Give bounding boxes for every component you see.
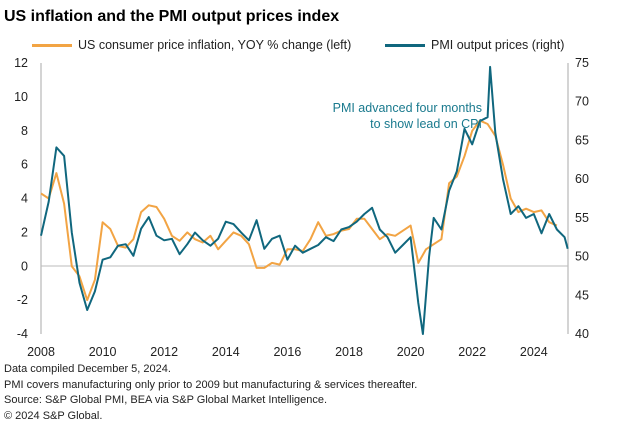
x-tick-label: 2008 — [27, 345, 55, 359]
y-right-tick-label: 60 — [575, 172, 589, 186]
y-left-tick-label: 6 — [21, 158, 28, 172]
annotation-line-2: to show lead on CPI — [370, 117, 482, 131]
y-right-tick-label: 70 — [575, 95, 589, 109]
legend-swatch-cpi — [32, 43, 72, 47]
x-tick-label: 2014 — [212, 345, 240, 359]
pmi-series-line — [40, 65, 569, 335]
y-right-tick-label: 50 — [575, 250, 589, 264]
footnotes: Data compiled December 5, 2024. PMI cove… — [4, 362, 417, 424]
y-left-tick-label: -2 — [17, 293, 28, 307]
legend-swatch-pmi — [385, 43, 425, 47]
x-tick-label: 2018 — [335, 345, 363, 359]
x-tick-label: 2024 — [520, 345, 548, 359]
x-tick-label: 2020 — [397, 345, 425, 359]
legend-label-cpi: US consumer price inflation, YOY % chang… — [78, 38, 352, 52]
x-tick-label: 2010 — [89, 345, 117, 359]
x-tick-label: 2012 — [150, 345, 178, 359]
y-right-tick-label: 45 — [575, 288, 589, 302]
y-left-tick-label: 10 — [14, 90, 28, 104]
legend-label-pmi: PMI output prices (right) — [431, 38, 565, 52]
x-tick-label: 2022 — [458, 345, 486, 359]
legend-item-pmi: PMI output prices (right) — [385, 38, 564, 52]
cpi-series-line — [40, 119, 558, 302]
y-right-tick-label: 65 — [575, 133, 589, 147]
x-tick-label: 2016 — [273, 345, 301, 359]
legend-item-cpi: US consumer price inflation, YOY % chang… — [32, 38, 351, 52]
note-source: Source: S&P Global PMI, BEA via S&P Glob… — [4, 394, 328, 406]
y-right-tick-label: 40 — [575, 327, 589, 341]
y-left-tick-label: 0 — [21, 259, 28, 273]
y-left-tick-label: 12 — [14, 56, 28, 70]
y-left-tick-label: 8 — [21, 124, 28, 138]
y-left-tick-label: -4 — [17, 327, 28, 341]
note-date: Data compiled December 5, 2024. — [4, 363, 171, 375]
note-copyright: © 2024 S&P Global. — [4, 409, 103, 422]
y-right-tick-label: 75 — [575, 56, 589, 70]
annotation-line-1: PMI advanced four months — [333, 101, 482, 115]
y-left-tick-label: 4 — [21, 192, 28, 206]
chart-title: US inflation and the PMI output prices i… — [4, 8, 340, 25]
note-coverage: PMI covers manufacturing only prior to 2… — [4, 378, 418, 391]
y-right-tick-label: 55 — [575, 211, 589, 225]
y-left-tick-label: 2 — [21, 225, 28, 239]
